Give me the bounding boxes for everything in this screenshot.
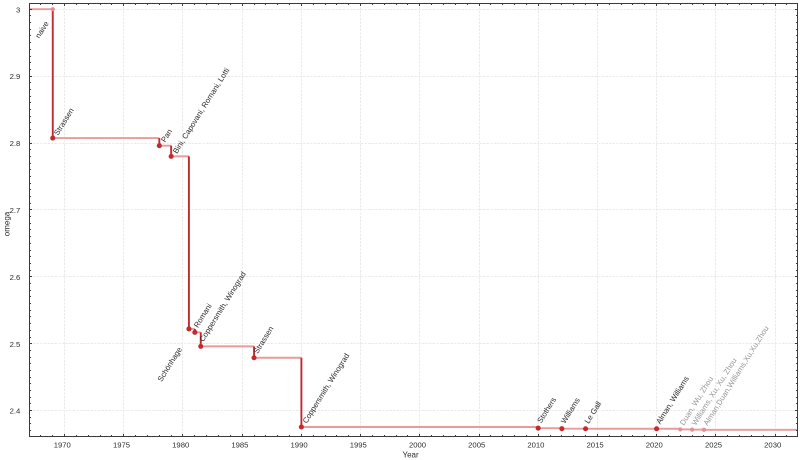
svg-text:1975: 1975 [113,441,130,450]
svg-text:2000: 2000 [409,441,426,450]
svg-text:1995: 1995 [350,441,367,450]
svg-text:1985: 1985 [231,441,248,450]
svg-text:2030: 2030 [764,441,781,450]
svg-text:2005: 2005 [468,441,485,450]
svg-text:2.4: 2.4 [10,407,21,416]
svg-text:2015: 2015 [587,441,604,450]
svg-text:3: 3 [16,5,20,14]
svg-text:1970: 1970 [54,441,71,450]
svg-text:2020: 2020 [646,441,663,450]
svg-text:omega: omega [3,211,12,236]
svg-text:2.7: 2.7 [10,206,21,215]
svg-text:Year: Year [403,451,420,460]
svg-text:1980: 1980 [172,441,189,450]
svg-text:2.8: 2.8 [10,139,21,148]
svg-text:2025: 2025 [705,441,722,450]
svg-text:2.5: 2.5 [10,340,21,349]
svg-text:2.6: 2.6 [10,273,21,282]
svg-text:1990: 1990 [291,441,308,450]
svg-text:2.9: 2.9 [10,72,21,81]
svg-text:2010: 2010 [527,441,544,450]
